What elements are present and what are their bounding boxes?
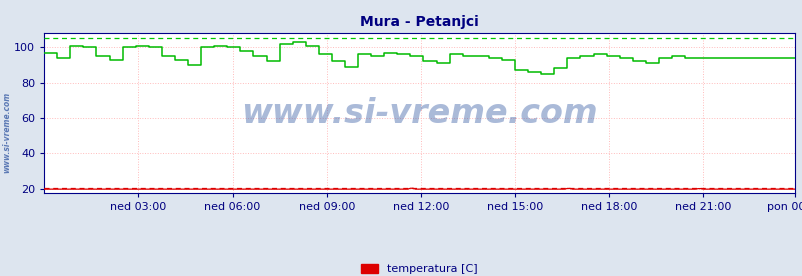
- Title: Mura - Petanjci: Mura - Petanjci: [360, 15, 478, 29]
- Text: www.si-vreme.com: www.si-vreme.com: [241, 97, 597, 130]
- Legend: temperatura [C], pretok [m3/s]: temperatura [C], pretok [m3/s]: [357, 260, 481, 276]
- Text: www.si-vreme.com: www.si-vreme.com: [2, 92, 11, 173]
